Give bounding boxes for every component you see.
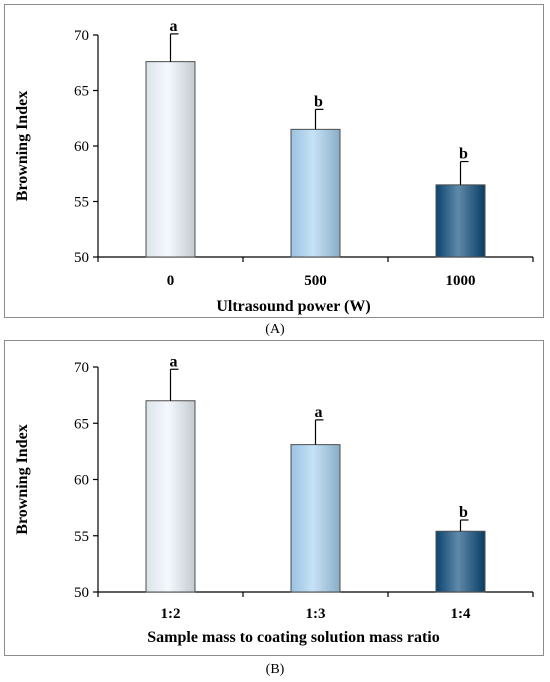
- panel-caption-a: (A): [265, 322, 285, 337]
- significance-letter: b: [459, 146, 468, 163]
- bar-500: [290, 128, 341, 258]
- x-tick-label: 500: [304, 273, 327, 289]
- y-tick-label: 60: [74, 139, 89, 155]
- y-tick-label: 70: [74, 28, 89, 44]
- significance-letter: b: [314, 93, 323, 110]
- bar-chart-a: 50 55 60 65 70 a 0 b 500 b 1000 Ultrasound power (W…: [14, 18, 534, 315]
- significance-letter: b: [459, 504, 468, 521]
- y-tick-label: 70: [74, 360, 89, 376]
- bar-1-4: [435, 530, 486, 593]
- bar-1-3: [290, 444, 341, 593]
- panel-caption-b: (B): [265, 662, 285, 677]
- y-tick-label: 55: [74, 529, 89, 545]
- bar-chart-b: 50 55 60 65 70 a 1:2 a 1:3 b 1:4 Sample mass to coa…: [14, 353, 534, 646]
- x-tick-label: 1:4: [451, 606, 471, 622]
- significance-letter: a: [170, 353, 178, 370]
- x-axis-title: Sample mass to coating solution mass rat…: [147, 629, 439, 646]
- chart-panel-b: 50 55 60 65 70 a 1:2 a 1:3 b 1:4 Sample mass to coa…: [4, 340, 544, 656]
- x-tick-label: 0: [167, 273, 175, 289]
- x-axis-title: Ultrasound power (W): [216, 298, 370, 315]
- y-tick-label: 65: [74, 84, 89, 100]
- y-tick-label: 50: [74, 585, 89, 601]
- y-tick-label: 55: [74, 195, 89, 211]
- y-tick-label: 65: [74, 416, 89, 432]
- y-tick-label: 60: [74, 473, 89, 489]
- y-axis-title: Browning Index: [14, 424, 31, 534]
- significance-letter: a: [315, 404, 323, 421]
- x-tick-label: 1000: [446, 273, 476, 289]
- bar-1-2: [145, 400, 196, 593]
- bar-0: [145, 61, 196, 258]
- bar-1000: [435, 184, 486, 258]
- y-tick-label: 50: [74, 250, 89, 266]
- chart-panel-a: 50 55 60 65 70 a 0 b 500 b 1000 Ultrasound power (W…: [4, 4, 544, 318]
- y-axis-title: Browning Index: [14, 91, 31, 201]
- significance-letter: a: [170, 18, 178, 35]
- x-tick-label: 1:3: [306, 606, 326, 622]
- x-tick-label: 1:2: [161, 606, 181, 622]
